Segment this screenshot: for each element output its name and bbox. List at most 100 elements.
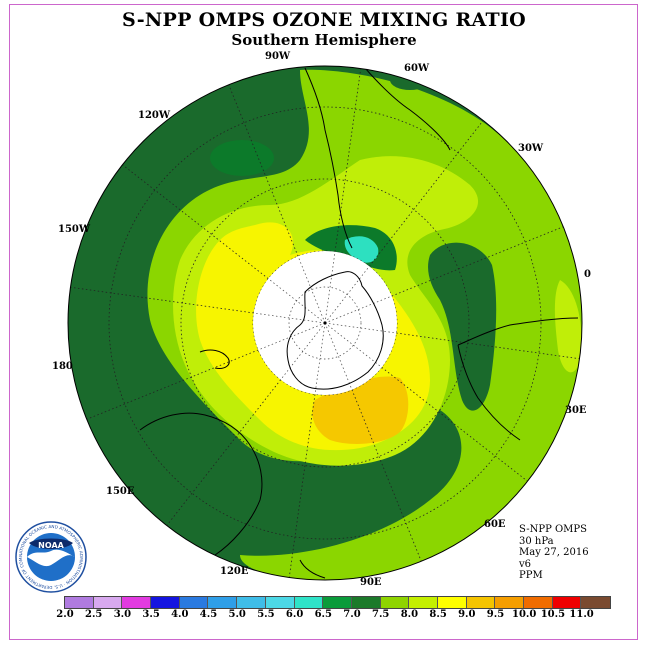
date-text: May 27, 2016 — [519, 547, 589, 558]
colorbar-tick-label: 7.0 — [343, 609, 361, 620]
meridian-line — [166, 379, 281, 526]
colorbar-swatch — [380, 597, 410, 608]
colorbar-labels: 2.0 2.5 3.0 3.5 4.0 4.5 5.0 5.5 6.0 6.5 7.0 7.5 8.0 8… — [0, 609, 648, 623]
pressure-level-text: 30 hPa — [519, 535, 554, 547]
colorbar-swatch — [495, 597, 524, 608]
plot-frame — [9, 4, 638, 640]
colorbar-tick-label: 10.0 — [512, 609, 537, 620]
colorbar — [64, 596, 612, 609]
colorbar-swatch — [581, 597, 611, 608]
inner-meridian-line — [314, 322, 326, 395]
lon-label-30w: 30W — [518, 143, 544, 154]
inner-meridian-line — [280, 322, 326, 380]
australia-coast — [139, 412, 326, 579]
colorbar-tick-label: 9.5 — [486, 609, 505, 620]
colorbar-swatch — [65, 597, 94, 608]
map-border — [67, 65, 583, 581]
inner-meridian-line — [297, 256, 326, 324]
colorbar-swatch — [466, 597, 496, 608]
meridian-line — [369, 120, 484, 267]
contour-6-5-pacific — [210, 140, 274, 176]
colorbar-swatch — [323, 597, 352, 608]
inner-meridian-line — [324, 322, 353, 390]
meridian-line — [70, 286, 254, 314]
colorbar-swatch — [151, 597, 180, 608]
inner-meridian-line — [324, 322, 382, 368]
lon-label-60w: 60W — [404, 63, 430, 74]
inner-meridian-line — [268, 278, 326, 324]
colorbar-tick-label: 3.5 — [142, 609, 160, 620]
colorbar-tick-label: 2.5 — [84, 609, 103, 620]
inner-meridian-line — [324, 266, 370, 324]
inner-meridian-line — [324, 295, 392, 324]
colorbar-swatch — [437, 597, 467, 608]
instrument-text: S-NPP OMPS — [519, 524, 587, 535]
info-block: S-NPP OMPS 30 hPa May 27, 2016 v6 PPM — [519, 524, 589, 582]
south-america-coast — [304, 67, 451, 249]
meridian-line — [228, 84, 299, 257]
colorbar-tick-label: 2.0 — [56, 609, 74, 620]
colorbar-tick-label: 11.0 — [569, 609, 594, 620]
meridian-line — [334, 68, 362, 252]
noaa-logo: NOAA NATIONAL OCEANIC AND ATMOSPHERIC AD… — [15, 521, 87, 593]
lon-label-0: 0 — [584, 269, 591, 280]
colorbar-swatch — [552, 597, 582, 608]
colorbar-swatch — [265, 597, 295, 608]
inner-meridians — [253, 251, 397, 395]
colorbar-tick-label: 5.0 — [228, 609, 246, 620]
lon-label-150w: 150W — [58, 224, 91, 235]
page-title: S-NPP OMPS OZONE MIXING RATIO — [121, 9, 527, 31]
inner-meridian-line — [324, 322, 397, 334]
lon-label-120w: 120W — [138, 110, 171, 121]
contour-6-0 — [344, 236, 379, 263]
colorbar-swatch — [294, 597, 324, 608]
colorbar-swatch — [122, 597, 152, 608]
colorbar-swatch — [179, 597, 209, 608]
colorbar-tick-label: 9.0 — [458, 609, 476, 620]
meridian-lines — [70, 68, 580, 578]
colorbar-swatch — [208, 597, 238, 608]
noaa-logo-text: NOAA — [38, 541, 64, 550]
colorbar-swatch — [237, 597, 266, 608]
lon-label-120e: 120E — [220, 566, 249, 577]
lon-label-90e: 90E — [360, 577, 382, 588]
colorbar-tick-label: 6.5 — [314, 609, 332, 620]
lon-label-90w: 90W — [265, 51, 291, 62]
page-subtitle: Southern Hemisphere — [231, 31, 417, 49]
meridian-line — [351, 389, 422, 562]
version-text: v6 — [519, 558, 532, 570]
meridian-line — [396, 332, 580, 360]
antarctica-outline — [286, 271, 384, 390]
colorbar-tick-label: 5.5 — [257, 609, 275, 620]
colorbar-swatch — [93, 597, 123, 608]
new-zealand-coast — [199, 349, 230, 369]
colorbar-tick-label: 10.5 — [540, 609, 566, 620]
meridian-line — [86, 349, 259, 420]
contour-8-0-east — [554, 280, 582, 373]
colorbar-tick-label: 8.0 — [400, 609, 419, 620]
colorbar-swatch — [524, 597, 553, 608]
inner-latitude-circle — [288, 286, 362, 360]
colorbar-tick-label: 4.0 — [171, 609, 189, 620]
colorbar-tick-label: 6.0 — [285, 609, 304, 620]
africa-coast — [457, 317, 579, 441]
colorbar-tick-label: 4.5 — [199, 609, 218, 620]
meridian-line — [381, 367, 528, 482]
colorbar-swatch — [351, 597, 381, 608]
lon-label-180: 180 — [52, 361, 73, 372]
units-text: PPM — [519, 570, 543, 581]
meridian-line — [391, 226, 564, 297]
inner-meridian-line — [253, 312, 326, 324]
south-pole-marker — [323, 321, 327, 325]
lon-label-150e: 150E — [106, 486, 135, 497]
contour-7-0-atlantic — [428, 242, 497, 411]
meridian-line — [122, 164, 269, 279]
colorbar-tick-label: 8.5 — [429, 609, 447, 620]
inner-meridian-line — [258, 322, 326, 351]
colorbar-swatch — [409, 597, 438, 608]
colorbar-tick-label: 7.5 — [371, 609, 390, 620]
colorbar-tick-label: 3.0 — [113, 609, 132, 620]
meridian-line — [288, 394, 316, 578]
